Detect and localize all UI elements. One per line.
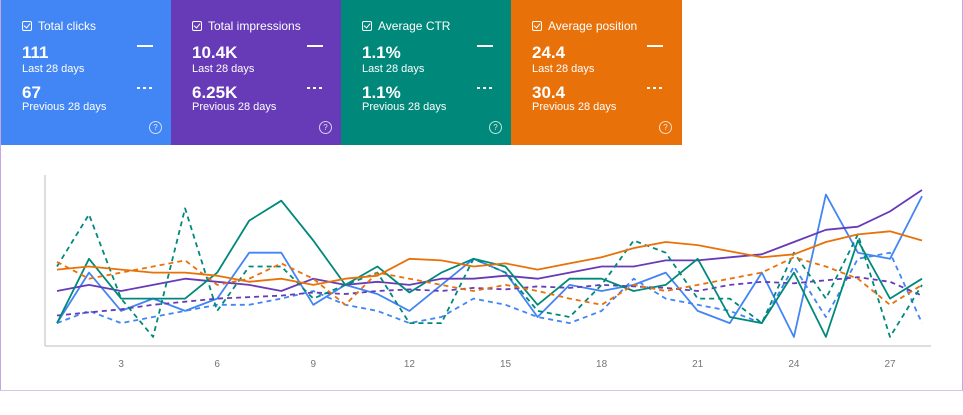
x-tick-label: 18 [596, 359, 608, 370]
current-period-label: Last 28 days [532, 63, 595, 75]
current-value: 111 [22, 43, 49, 62]
help-icon[interactable]: ? [149, 121, 162, 134]
previous-period-label: Previous 28 days [362, 101, 447, 113]
series-line-total-impressions-current [56, 189, 923, 292]
card-header: Total impressions [192, 18, 341, 34]
x-tick-label: 27 [884, 359, 896, 370]
x-tick-label: 24 [788, 359, 800, 370]
performance-line-chart: 3 6 9 12 15 18 21 24 27 [44, 175, 931, 370]
card-title: Average position [548, 19, 638, 33]
frame-left-border [0, 0, 1, 391]
card-header: Average position [532, 18, 682, 34]
dashed-line-legend-icon [477, 87, 493, 89]
series-line-average-position-previous [56, 256, 923, 306]
current-period-label: Last 28 days [22, 63, 85, 75]
current-value: 24.4 [532, 43, 566, 62]
previous-period-label: Previous 28 days [22, 101, 107, 113]
checkbox-icon[interactable] [362, 21, 372, 31]
x-tick-label: 9 [311, 359, 317, 370]
current-value: 10.4K [192, 43, 238, 62]
card-title: Total clicks [38, 19, 97, 33]
card-average-ctr[interactable]: Average CTR 1.1% Last 28 days 1.1% Previ… [341, 0, 511, 145]
current-period-label: Last 28 days [362, 63, 425, 75]
previous-value: 6.25K [192, 83, 238, 102]
solid-line-legend-icon [307, 45, 323, 47]
x-tick-label: 21 [692, 359, 704, 370]
series-line-average-position-current [56, 230, 923, 286]
previous-period-label: Previous 28 days [532, 101, 617, 113]
frame-bottom-border [0, 390, 963, 391]
card-header: Average CTR [362, 18, 511, 34]
help-icon[interactable]: ? [659, 121, 672, 134]
x-tick-label: 12 [404, 359, 416, 370]
series-lines [56, 189, 923, 338]
dashed-line-legend-icon [137, 87, 153, 89]
card-header: Total clicks [22, 18, 171, 34]
series-line-total-clicks-previous [56, 251, 923, 325]
card-title: Total impressions [208, 19, 301, 33]
current-value: 1.1% [362, 43, 401, 62]
help-icon[interactable]: ? [319, 121, 332, 134]
previous-value: 1.1% [362, 83, 401, 102]
current-period-label: Last 28 days [192, 63, 255, 75]
metric-cards: Total clicks 111 Last 28 days 67 Previou… [1, 0, 682, 145]
checkbox-icon[interactable] [532, 21, 542, 31]
previous-period-label: Previous 28 days [192, 101, 277, 113]
series-line-average-ctr-current [56, 199, 923, 338]
solid-line-legend-icon [647, 45, 663, 47]
checkbox-icon[interactable] [192, 21, 202, 31]
x-tick-label: 6 [214, 359, 220, 370]
card-total-impressions[interactable]: Total impressions 10.4K Last 28 days 6.2… [171, 0, 341, 145]
x-tick-label: 15 [500, 359, 512, 370]
card-title: Average CTR [378, 19, 451, 33]
dashed-line-legend-icon [647, 87, 663, 89]
card-total-clicks[interactable]: Total clicks 111 Last 28 days 67 Previou… [1, 0, 171, 145]
previous-value: 67 [22, 83, 41, 102]
checkbox-icon[interactable] [22, 21, 32, 31]
dashed-line-legend-icon [307, 87, 323, 89]
x-tick-label: 3 [118, 359, 124, 370]
help-icon[interactable]: ? [489, 121, 502, 134]
solid-line-legend-icon [477, 45, 493, 47]
previous-value: 30.4 [532, 83, 566, 102]
x-axis-ticks: 3 6 9 12 15 18 21 24 27 [118, 359, 896, 370]
solid-line-legend-icon [137, 45, 153, 47]
card-average-position[interactable]: Average position 24.4 Last 28 days 30.4 … [511, 0, 682, 145]
